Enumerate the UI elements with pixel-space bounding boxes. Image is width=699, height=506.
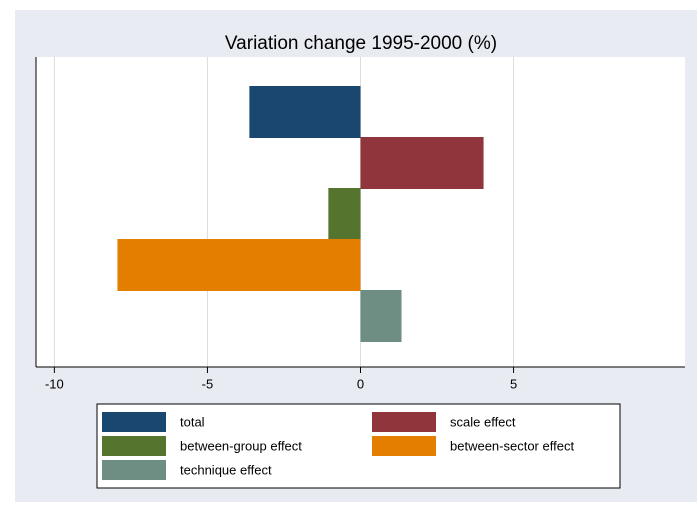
legend-label: between-group effect xyxy=(180,438,302,453)
legend-swatch xyxy=(102,436,166,456)
legend-box xyxy=(96,403,621,489)
bar xyxy=(117,239,361,291)
legend-label: total xyxy=(180,414,205,429)
legend-swatch xyxy=(372,436,436,456)
x-tick-label: -5 xyxy=(202,376,214,391)
legend-swatch xyxy=(102,460,166,480)
chart-title: Variation change 1995-2000 (%) xyxy=(225,33,497,54)
x-tick-label: 5 xyxy=(510,376,517,391)
x-tick-label: -10 xyxy=(45,376,64,391)
bar xyxy=(328,188,361,240)
legend-label: technique effect xyxy=(180,462,272,477)
legend-label: between-sector effect xyxy=(450,438,574,453)
legend-label: scale effect xyxy=(450,414,516,429)
x-tick-label: 0 xyxy=(357,376,364,391)
bar xyxy=(360,290,402,342)
legend-swatch xyxy=(372,412,436,432)
bar xyxy=(360,137,484,189)
legend-swatch xyxy=(102,412,166,432)
bar xyxy=(249,86,361,138)
